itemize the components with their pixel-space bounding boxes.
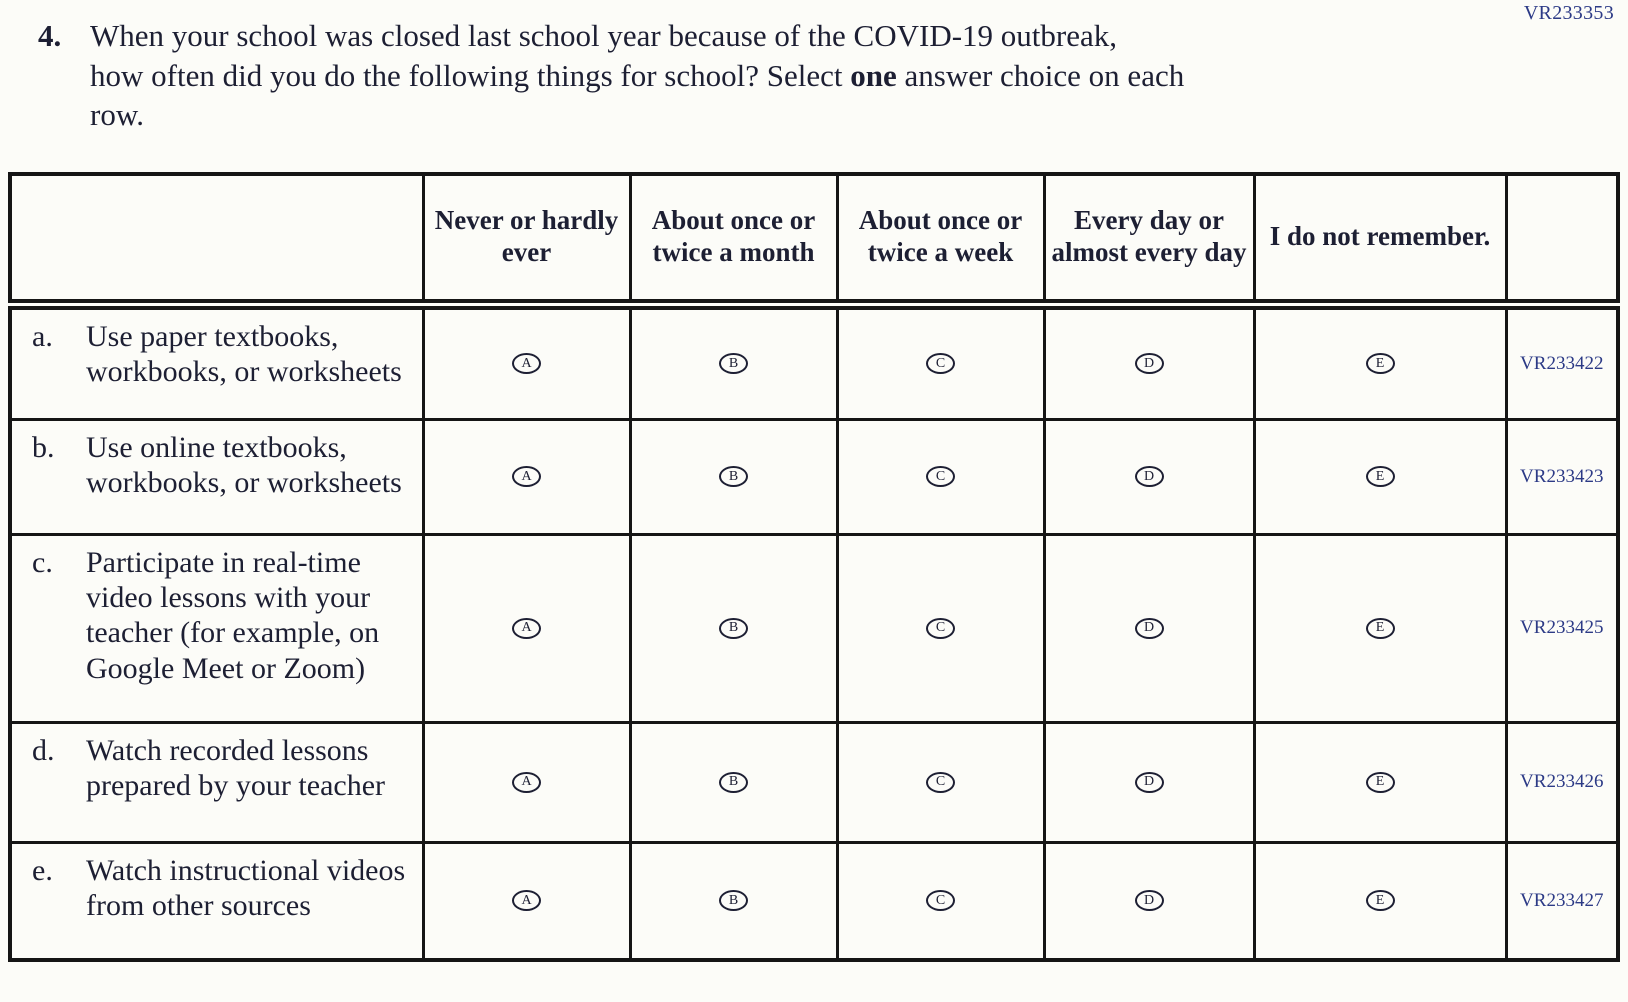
answer-bubble-a[interactable]: A xyxy=(512,771,541,793)
header-once-twice-month: About once or twice a month xyxy=(628,172,839,310)
answer-bubble-e[interactable]: E xyxy=(1365,353,1395,374)
option-cell-a: A xyxy=(421,417,632,536)
option-cell-d: D xyxy=(1042,302,1256,421)
option-cell-d: D xyxy=(1042,417,1256,536)
answer-bubble-d[interactable]: D xyxy=(1134,617,1164,639)
row-label: Participate in real-time video lessons w… xyxy=(86,545,380,685)
option-cell-b: B xyxy=(628,840,839,962)
row-item-letter: d. xyxy=(32,733,55,767)
question-line-2: how often did you do the following thing… xyxy=(90,56,1390,96)
answer-bubble-c[interactable]: C xyxy=(926,466,955,487)
option-cell-d: D xyxy=(1042,532,1256,724)
option-cell-b: B xyxy=(628,720,839,844)
answer-bubble-d[interactable]: D xyxy=(1134,466,1164,487)
question-line-1: When your school was closed last school … xyxy=(90,18,1117,53)
answer-bubble-d[interactable]: D xyxy=(1134,353,1164,374)
option-cell-c: C xyxy=(835,840,1046,962)
answer-bubble-d[interactable]: D xyxy=(1134,890,1164,912)
page-form-code: VR233353 xyxy=(1523,2,1614,24)
option-cell-a: A xyxy=(421,720,632,844)
table-row-d: d. Watch recorded lessons prepared by yo… xyxy=(8,720,1620,844)
row-label-cell: d. Watch recorded lessons prepared by yo… xyxy=(8,720,425,844)
answer-bubble-e[interactable]: E xyxy=(1365,771,1395,793)
header-every-day: Every day or almost every day xyxy=(1042,172,1256,310)
row-label: Use online textbooks, workbooks, or work… xyxy=(86,430,402,499)
option-cell-b: B xyxy=(628,532,839,724)
row-label: Use paper textbooks, workbooks, or works… xyxy=(86,319,402,388)
option-cell-d: D xyxy=(1042,720,1256,844)
row-item-letter: c. xyxy=(32,545,53,579)
row-item-letter: b. xyxy=(32,430,55,464)
answer-bubble-b[interactable]: B xyxy=(719,890,748,912)
question-text: When your school was closed last school … xyxy=(90,16,1390,135)
row-label: Watch recorded lessons prepared by your … xyxy=(86,733,386,802)
question-line-3: row. xyxy=(90,97,144,133)
row-code: VR233427 xyxy=(1504,840,1620,962)
option-cell-e: E xyxy=(1252,417,1508,536)
answer-bubble-c[interactable]: C xyxy=(926,771,955,793)
row-item-letter: a. xyxy=(32,319,53,353)
header-row: Never or hardly ever About once or twice… xyxy=(8,172,1620,310)
row-label: Watch instructional videos from other so… xyxy=(86,853,406,922)
option-cell-e: E xyxy=(1252,302,1508,421)
row-item-letter: e. xyxy=(32,853,53,887)
answer-bubble-b[interactable]: B xyxy=(719,771,748,793)
row-code: VR233422 xyxy=(1504,302,1620,421)
response-table: Never or hardly ever About once or twice… xyxy=(8,172,1620,962)
answer-bubble-d[interactable]: D xyxy=(1134,771,1164,793)
answer-bubble-c[interactable]: C xyxy=(926,617,955,639)
answer-bubble-e[interactable]: E xyxy=(1365,890,1395,912)
option-cell-e: E xyxy=(1252,532,1508,724)
answer-bubble-b[interactable]: B xyxy=(719,617,748,639)
question-line-2-post: answer choice on each xyxy=(896,57,1185,93)
option-cell-c: C xyxy=(835,532,1046,724)
answer-bubble-a[interactable]: A xyxy=(512,353,541,374)
header-empty-label xyxy=(8,172,425,310)
option-cell-d: D xyxy=(1042,840,1256,962)
answer-bubble-b[interactable]: B xyxy=(719,353,748,374)
answer-bubble-a[interactable]: A xyxy=(512,890,541,912)
header-never: Never or hardly ever xyxy=(421,172,632,310)
row-label-cell: c. Participate in real-time video lesson… xyxy=(8,532,425,724)
answer-bubble-c[interactable]: C xyxy=(926,353,955,374)
row-label-cell: a. Use paper textbooks, workbooks, or wo… xyxy=(8,302,425,421)
answer-bubble-b[interactable]: B xyxy=(719,466,748,487)
option-cell-a: A xyxy=(421,532,632,724)
table-row-e: e. Watch instructional videos from other… xyxy=(8,840,1620,962)
header-once-twice-week: About once or twice a week xyxy=(835,172,1046,310)
answer-bubble-e[interactable]: E xyxy=(1365,617,1395,639)
option-cell-a: A xyxy=(421,302,632,421)
table-row-b: b. Use online textbooks, workbooks, or w… xyxy=(8,417,1620,536)
option-cell-e: E xyxy=(1252,840,1508,962)
option-cell-a: A xyxy=(421,840,632,962)
row-label-cell: b. Use online textbooks, workbooks, or w… xyxy=(8,417,425,536)
answer-bubble-c[interactable]: C xyxy=(926,890,955,912)
answer-bubble-a[interactable]: A xyxy=(512,617,541,639)
row-code: VR233425 xyxy=(1504,532,1620,724)
row-code: VR233423 xyxy=(1504,417,1620,536)
option-cell-b: B xyxy=(628,417,839,536)
header-empty-code xyxy=(1504,172,1620,310)
option-cell-c: C xyxy=(835,417,1046,536)
answer-bubble-a[interactable]: A xyxy=(512,466,541,487)
answer-bubble-e[interactable]: E xyxy=(1365,466,1395,487)
option-cell-e: E xyxy=(1252,720,1508,844)
option-cell-c: C xyxy=(835,302,1046,421)
question-bold-word: one xyxy=(850,57,897,93)
question-block: 4. When your school was closed last scho… xyxy=(38,16,1390,135)
option-cell-b: B xyxy=(628,302,839,421)
table-row-a: a. Use paper textbooks, workbooks, or wo… xyxy=(8,302,1620,421)
header-do-not-remember: I do not remember. xyxy=(1252,172,1508,310)
question-number: 4. xyxy=(38,18,62,53)
row-code: VR233426 xyxy=(1504,720,1620,844)
row-label-cell: e. Watch instructional videos from other… xyxy=(8,840,425,962)
response-grid: Never or hardly ever About once or twice… xyxy=(8,172,1620,962)
table-row-c: c. Participate in real-time video lesson… xyxy=(8,532,1620,724)
option-cell-c: C xyxy=(835,720,1046,844)
question-line-2-pre: how often did you do the following thing… xyxy=(90,57,851,93)
